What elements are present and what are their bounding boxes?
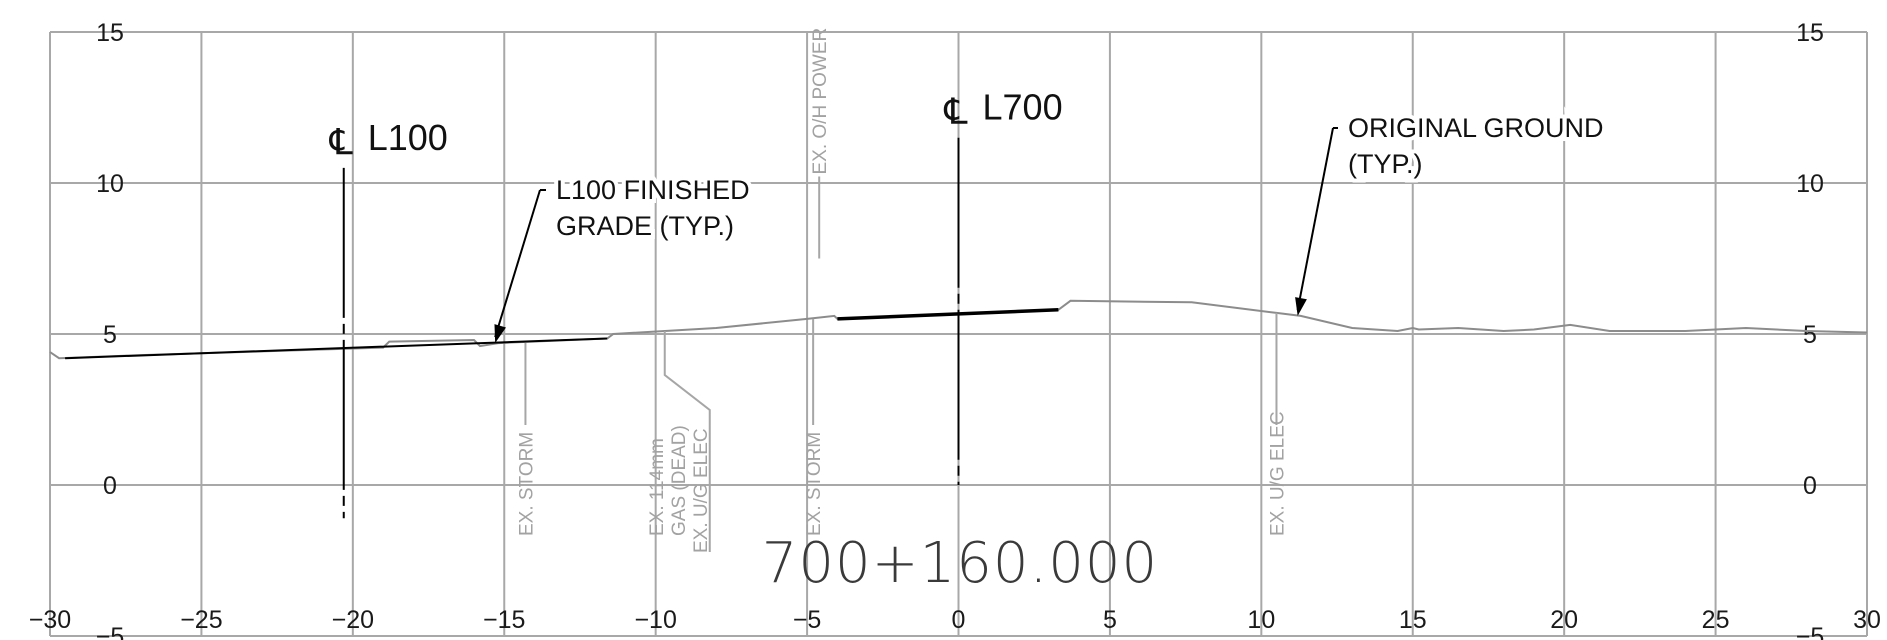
x-tick-label: 5: [1103, 606, 1117, 634]
x-tick-label: −15: [483, 606, 525, 634]
x-tick-label: −30: [29, 606, 71, 634]
y-tick-label-right: 10: [1796, 170, 1824, 198]
callout-label: (TYP.): [1348, 149, 1423, 179]
x-tick-label: 30: [1853, 606, 1881, 634]
finished-grade-lines: [65, 308, 1059, 360]
y-tick-label-left: 0: [103, 472, 117, 500]
y-tick-label-right: 5: [1803, 321, 1817, 349]
y-tick-label-left: 15: [96, 19, 124, 47]
utility-label: EX. 114mm: [647, 438, 668, 536]
centerline-symbol: ℄: [329, 121, 353, 162]
original-ground-profile: [49, 299, 1868, 360]
finished-grade-l700: [837, 308, 1059, 321]
centerlines: ℄ L100 ℄ L700: [329, 87, 1063, 519]
callout-label: GRADE (TYP.): [556, 211, 734, 241]
callout-label: ORIGINAL GROUND: [1348, 113, 1604, 143]
utility-label: EX. O/H POWER: [810, 28, 831, 175]
y-tick-label-right: 15: [1796, 19, 1824, 47]
callout-arrowhead: [494, 324, 506, 344]
y-tick-label-left: 5: [103, 321, 117, 349]
centerline-label: L100: [368, 117, 448, 158]
x-tick-label: 20: [1550, 606, 1578, 634]
centerline-label: L700: [983, 87, 1063, 128]
finished-grade-l100: [65, 337, 608, 360]
callout-leader: [1296, 127, 1334, 311]
callouts: L100 FINISHED GRADE (TYP.) ORIGINAL GROUND…: [494, 109, 1608, 344]
y-tick-label-right: 0: [1803, 472, 1817, 500]
x-tick-label: 0: [952, 606, 966, 634]
utility-label: EX. STORM: [516, 432, 537, 536]
callout-leader: [494, 189, 541, 338]
utility-markers: EX. O/H POWER EX. STORM EX. 114mm GAS (DEAD…: [516, 28, 1288, 553]
utility-label: EX. STORM: [804, 432, 825, 536]
y-tick-label-left: 10: [96, 170, 124, 198]
y-axis-ticks: −5 −5 0 0 5 5 10 10 15 15: [96, 19, 1825, 640]
utility-label: EX. U/G ELEC: [691, 428, 712, 553]
station-label: 700+160.000: [762, 531, 1158, 596]
x-tick-label: −5: [793, 606, 822, 634]
x-tick-label: −20: [332, 606, 374, 634]
x-tick-label: −10: [634, 606, 676, 634]
callout-arrowhead: [1295, 297, 1307, 316]
utility-label: EX. U/G ELEC: [1267, 411, 1288, 536]
original-ground-line: [49, 299, 1868, 360]
y-tick-label-left: −5: [96, 623, 125, 640]
utility-label: GAS (DEAD): [669, 425, 690, 536]
callout-label: L100 FINISHED: [556, 175, 750, 205]
x-tick-label: −25: [180, 606, 222, 634]
x-tick-label: 10: [1247, 606, 1275, 634]
centerline-symbol: ℄: [944, 91, 968, 132]
x-tick-label: 15: [1399, 606, 1427, 634]
x-tick-label: 25: [1702, 606, 1730, 634]
x-axis-ticks: −30 −25 −20 −15 −10 −5 0 5 10 15 20 25 30: [29, 606, 1881, 634]
y-tick-label-right: −5: [1796, 623, 1825, 640]
utility-leader: [663, 330, 711, 552]
